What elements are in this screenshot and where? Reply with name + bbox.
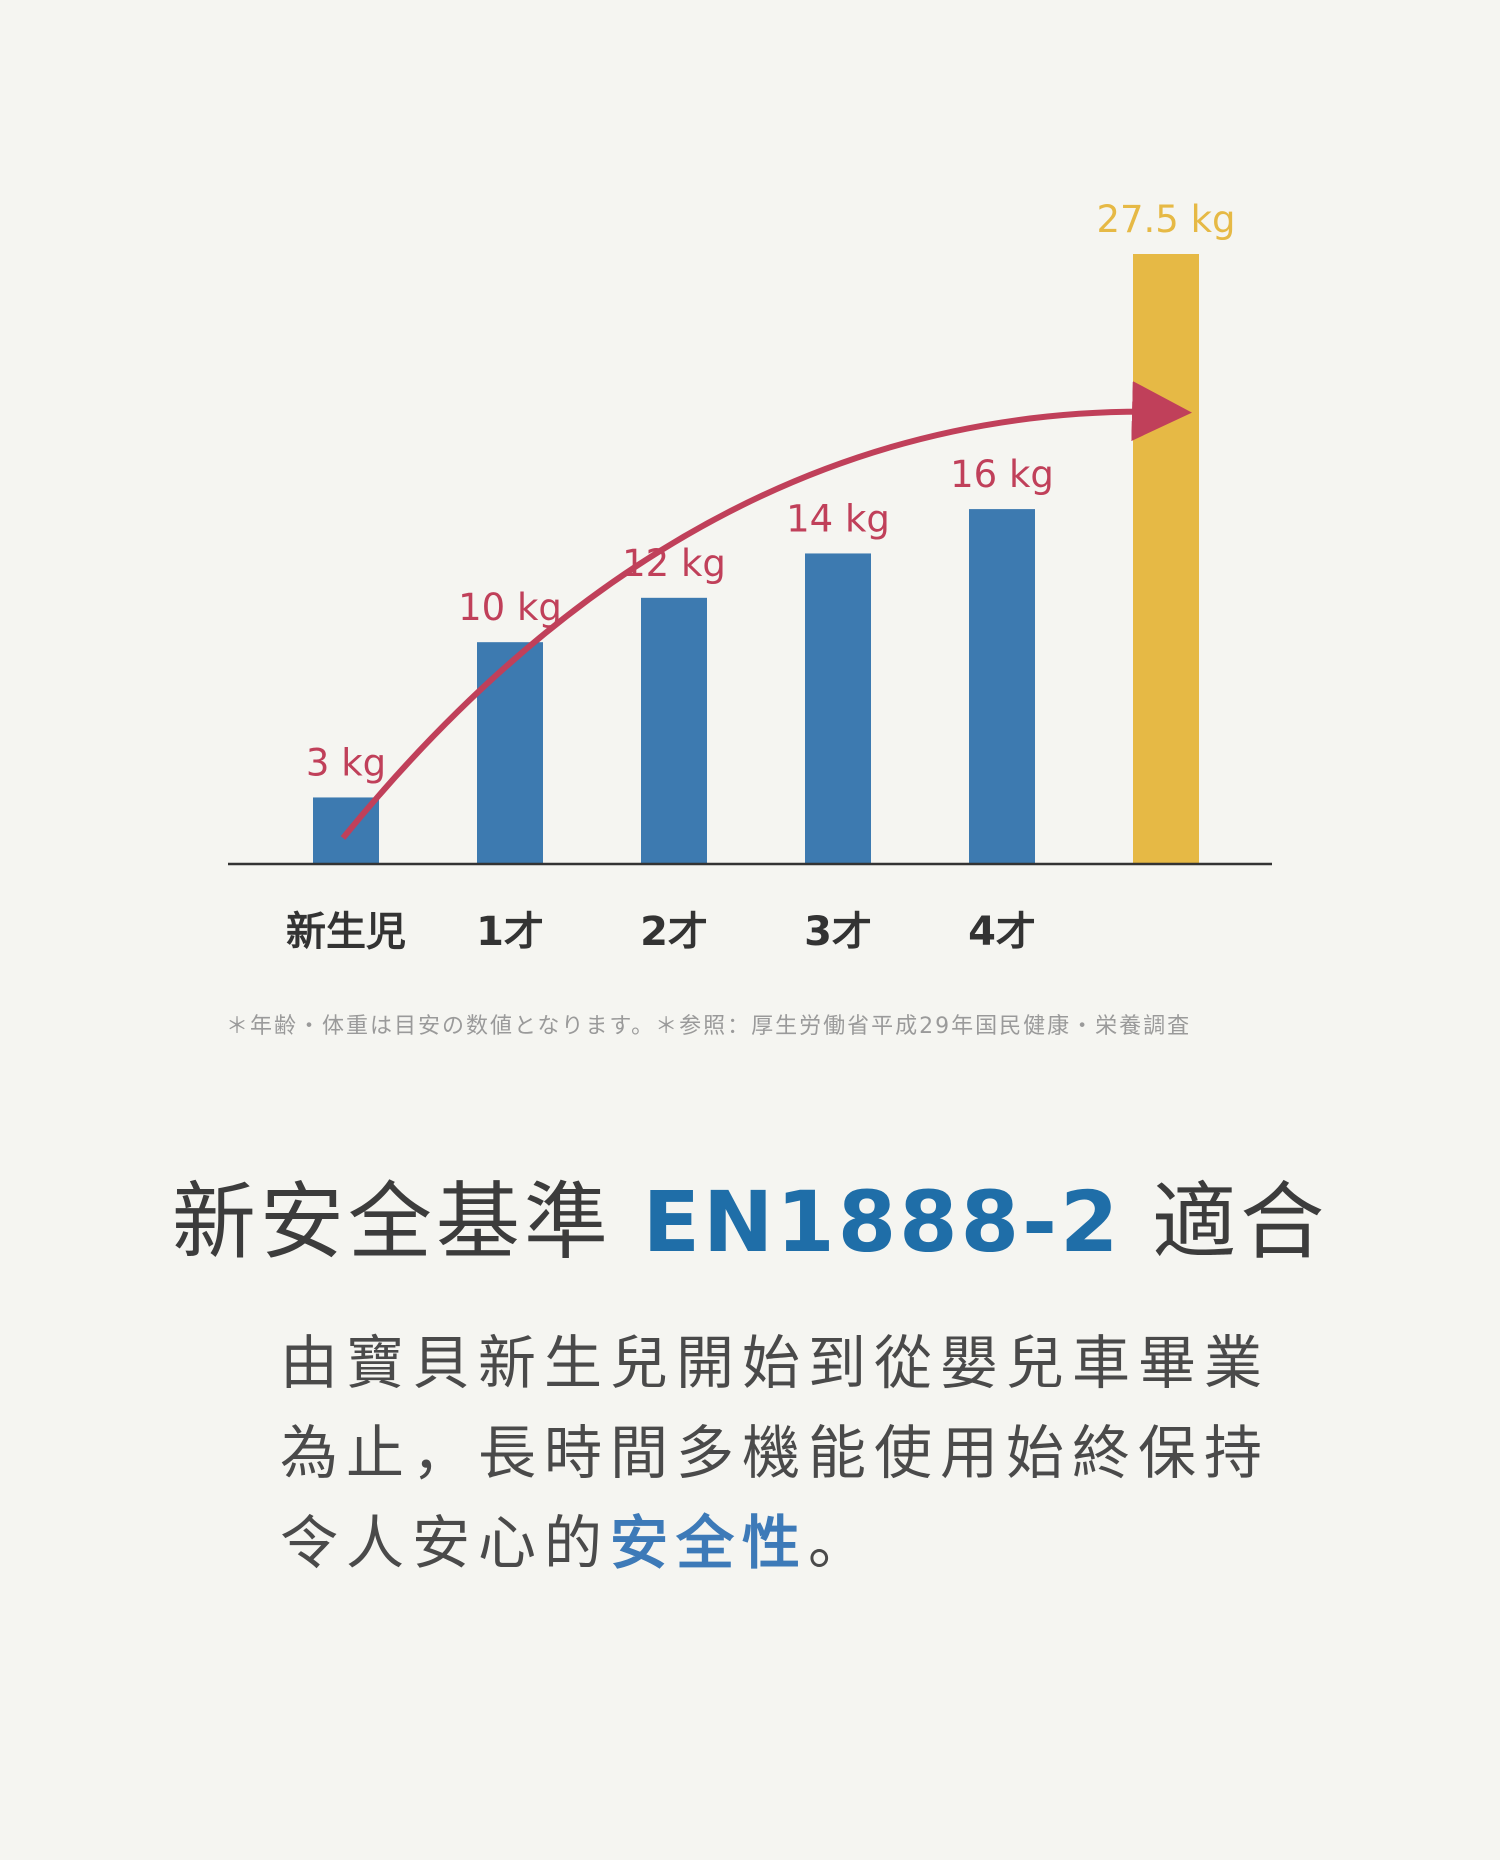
category-label-1: 1才 <box>476 909 544 955</box>
headline: 新安全基準 EN1888-2 適合 <box>0 1155 1500 1276</box>
weight-bar-chart: 3 kg 新生児 10 kg 1才 12 kg 2才 14 kg 3才 16 kg 4才 27.5 … <box>228 198 1272 955</box>
body-text: 由寶貝新生兒開始到從嬰兒車畢業 為止，長時間多機能使用始終保持 令人安心的安全性… <box>280 1318 1271 1588</box>
category-label-0: 新生児 <box>286 909 406 955</box>
trend-arrow <box>340 381 1192 840</box>
value-label-2: 12 kg <box>622 542 726 585</box>
bar-4 <box>969 509 1035 864</box>
body-line-2: 為止，長時間多機能使用始終保持 <box>280 1419 1271 1487</box>
headline-suffix: 適合 <box>1121 1173 1329 1271</box>
value-label-1: 10 kg <box>458 586 562 629</box>
bar-5 <box>1133 254 1199 864</box>
headline-standard: EN1888-2 <box>642 1173 1122 1271</box>
bar-3 <box>805 553 871 864</box>
labels-layer: 3 kg 新生児 10 kg 1才 12 kg 2才 14 kg 3才 16 kg 4才 27.5 … <box>286 198 1236 955</box>
category-label-4: 4才 <box>968 909 1036 955</box>
value-label-5: 27.5 kg <box>1096 198 1235 241</box>
safety-highlight: 安全性 <box>610 1509 809 1577</box>
bar-2 <box>641 597 707 864</box>
headline-prefix: 新安全基準 <box>171 1173 643 1271</box>
category-label-3: 3才 <box>804 909 872 955</box>
body-line-3-prefix: 令人安心的 <box>280 1509 611 1577</box>
body-line-3-suffix: 。 <box>808 1509 875 1577</box>
value-label-3: 14 kg <box>786 497 890 540</box>
footnote: ＊年齢・体重は目安の数値となります。＊参照：厚生労働省平成29年国民健康・栄養調… <box>226 1014 1192 1039</box>
category-label-2: 2才 <box>640 909 708 955</box>
bars-layer <box>313 254 1199 864</box>
body-line-3: 令人安心的安全性。 <box>280 1498 1260 1588</box>
bar-1 <box>477 642 543 864</box>
value-label-4: 16 kg <box>950 453 1054 496</box>
value-label-0: 3 kg <box>306 741 386 784</box>
body-line-1: 由寶貝新生兒開始到從嬰兒車畢業 <box>280 1329 1271 1397</box>
